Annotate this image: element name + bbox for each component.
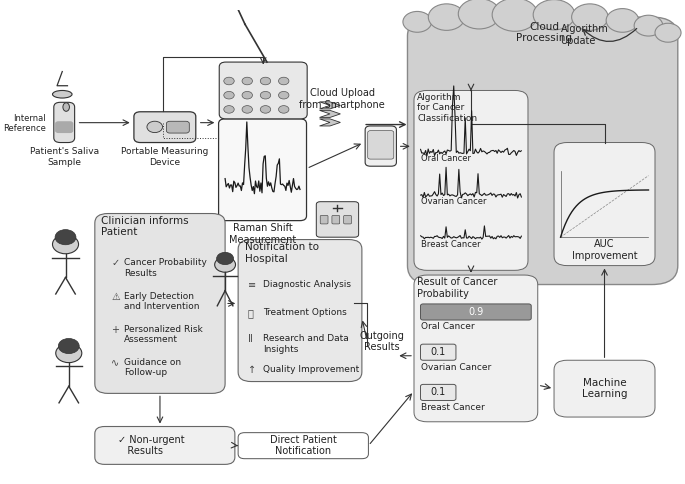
Circle shape — [279, 106, 289, 113]
FancyBboxPatch shape — [238, 433, 369, 459]
FancyBboxPatch shape — [238, 240, 362, 381]
Text: Research and Data
Insights: Research and Data Insights — [263, 334, 349, 354]
Circle shape — [216, 252, 234, 265]
Text: Breast Cancer: Breast Cancer — [421, 240, 480, 249]
Text: Oral Cancer: Oral Cancer — [421, 154, 471, 164]
Ellipse shape — [63, 103, 69, 111]
Text: Treatment Options: Treatment Options — [263, 308, 347, 317]
Text: Internal
Reference: Internal Reference — [3, 114, 46, 133]
FancyBboxPatch shape — [554, 360, 655, 417]
Text: Ovarian Cancer: Ovarian Cancer — [421, 197, 486, 206]
FancyBboxPatch shape — [54, 102, 75, 142]
FancyBboxPatch shape — [344, 215, 351, 224]
Circle shape — [492, 0, 538, 31]
Text: Guidance on
Follow-up: Guidance on Follow-up — [124, 358, 182, 378]
Text: Direct Patient
Notification: Direct Patient Notification — [270, 435, 337, 456]
Circle shape — [55, 344, 82, 363]
Text: Outgoing
Results: Outgoing Results — [360, 331, 405, 352]
Circle shape — [260, 106, 271, 113]
Text: +: + — [111, 325, 119, 335]
Circle shape — [428, 4, 465, 30]
FancyBboxPatch shape — [408, 17, 677, 285]
FancyBboxPatch shape — [320, 215, 328, 224]
Circle shape — [214, 257, 236, 272]
Text: Patient's Saliva
Sample: Patient's Saliva Sample — [29, 147, 99, 166]
FancyBboxPatch shape — [55, 121, 73, 133]
Text: Algorithm
Update: Algorithm Update — [560, 24, 608, 46]
Circle shape — [58, 338, 79, 354]
Text: 0.1: 0.1 — [431, 387, 446, 397]
Text: Ovarian Cancer: Ovarian Cancer — [421, 363, 490, 372]
Text: Cloud
Processing: Cloud Processing — [516, 22, 572, 44]
Text: Oral Cancer: Oral Cancer — [421, 322, 474, 332]
FancyBboxPatch shape — [316, 202, 359, 237]
Circle shape — [53, 235, 79, 254]
FancyBboxPatch shape — [421, 384, 456, 400]
Circle shape — [279, 91, 289, 99]
Text: Cancer Probability
Results: Cancer Probability Results — [124, 258, 207, 278]
Text: Cloud Upload
from Smartphone: Cloud Upload from Smartphone — [299, 88, 385, 110]
Circle shape — [147, 121, 162, 133]
Text: Algorithm
for Cancer
Classification: Algorithm for Cancer Classification — [417, 93, 477, 122]
Circle shape — [242, 77, 253, 85]
Circle shape — [606, 9, 638, 32]
Polygon shape — [319, 119, 340, 126]
Polygon shape — [319, 102, 340, 109]
Text: Notification to
Hospital: Notification to Hospital — [245, 242, 319, 263]
Circle shape — [279, 77, 289, 85]
FancyBboxPatch shape — [219, 62, 307, 119]
Text: ✓: ✓ — [111, 258, 119, 269]
Text: Result of Cancer
Probability: Result of Cancer Probability — [417, 277, 497, 299]
Text: 0.1: 0.1 — [431, 347, 446, 357]
Text: Ⅱ: Ⅱ — [248, 334, 253, 344]
FancyBboxPatch shape — [554, 142, 655, 266]
FancyBboxPatch shape — [134, 112, 196, 142]
Circle shape — [634, 15, 663, 36]
FancyBboxPatch shape — [95, 426, 235, 464]
FancyBboxPatch shape — [95, 213, 225, 393]
Text: ⚠: ⚠ — [111, 292, 120, 302]
Text: AUC
Improvement: AUC Improvement — [572, 239, 637, 261]
Circle shape — [224, 77, 234, 85]
Text: ≡: ≡ — [248, 280, 256, 290]
Text: Ⓐ: Ⓐ — [248, 308, 253, 318]
FancyBboxPatch shape — [365, 126, 397, 166]
FancyBboxPatch shape — [421, 304, 532, 320]
Circle shape — [571, 4, 608, 30]
Text: Breast Cancer: Breast Cancer — [421, 403, 484, 412]
Text: Personalized Risk
Assessment: Personalized Risk Assessment — [124, 325, 203, 344]
Text: Quality Improvement: Quality Improvement — [263, 365, 359, 374]
Circle shape — [55, 229, 76, 245]
FancyBboxPatch shape — [414, 275, 538, 422]
Circle shape — [403, 12, 432, 32]
FancyBboxPatch shape — [414, 91, 528, 271]
FancyBboxPatch shape — [166, 121, 189, 133]
FancyBboxPatch shape — [421, 344, 456, 360]
Circle shape — [655, 23, 681, 42]
Circle shape — [242, 106, 253, 113]
Text: ✓ Non-urgent
   Results: ✓ Non-urgent Results — [118, 435, 184, 456]
FancyBboxPatch shape — [332, 215, 340, 224]
Circle shape — [242, 91, 253, 99]
Circle shape — [224, 91, 234, 99]
Text: 0.9: 0.9 — [469, 307, 484, 317]
Circle shape — [533, 0, 575, 30]
Text: Portable Measuring
Device: Portable Measuring Device — [121, 147, 208, 166]
Circle shape — [260, 77, 271, 85]
Circle shape — [260, 91, 271, 99]
FancyBboxPatch shape — [219, 119, 306, 221]
Text: ∿: ∿ — [111, 358, 119, 368]
Text: Clinician informs
Patient: Clinician informs Patient — [101, 216, 189, 238]
Polygon shape — [319, 110, 340, 118]
Text: Raman Shift
Measurement: Raman Shift Measurement — [229, 223, 296, 244]
Text: Diagnostic Analysis: Diagnostic Analysis — [263, 280, 351, 289]
Text: Machine
Learning: Machine Learning — [582, 378, 627, 399]
Text: ↑: ↑ — [248, 365, 256, 375]
Circle shape — [458, 0, 500, 29]
Circle shape — [224, 106, 234, 113]
FancyBboxPatch shape — [368, 131, 394, 159]
Text: Early Detection
and Intervention: Early Detection and Intervention — [124, 292, 199, 311]
Ellipse shape — [53, 91, 72, 98]
